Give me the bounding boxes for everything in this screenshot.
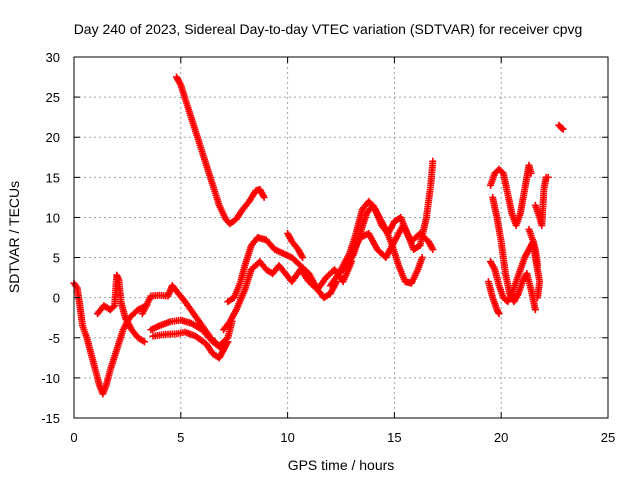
data-markers (70, 73, 567, 398)
x-tick-label: 20 (494, 430, 508, 445)
data-point (429, 246, 437, 254)
series-track-l (348, 221, 437, 262)
x-tick-label: 0 (70, 430, 77, 445)
data-point (418, 254, 426, 262)
series-track-g (224, 234, 341, 306)
series-track-i (284, 229, 307, 262)
data-point (140, 338, 148, 346)
y-tick-label: 30 (46, 50, 60, 65)
y-tick-label: 15 (46, 170, 60, 185)
x-tick-labels: 0 5 10 15 20 25 (70, 430, 615, 445)
x-axis-label: GPS time / hours (288, 457, 395, 473)
y-tick-label: 0 (53, 291, 60, 306)
y-tick-label: 5 (53, 251, 60, 266)
series-track-r (531, 173, 552, 229)
series-track-b (93, 271, 148, 346)
data-point (429, 157, 437, 165)
y-tick-label: -15 (41, 411, 60, 426)
data-point (544, 173, 552, 181)
x-tick-label: 15 (387, 430, 401, 445)
data-point (559, 125, 567, 133)
data-point (527, 169, 535, 177)
series-track-s (555, 121, 567, 133)
data-point (534, 294, 542, 302)
series-track-p (484, 278, 503, 318)
data-point (495, 310, 503, 318)
series-track-e (149, 328, 228, 362)
series-track-q (525, 225, 544, 302)
x-tick-label: 25 (601, 430, 615, 445)
y-tick-label: -10 (41, 371, 60, 386)
x-tick-label: 5 (177, 430, 184, 445)
data-point (558, 124, 566, 132)
y-tick-label: 25 (46, 90, 60, 105)
data-point (531, 306, 539, 314)
series-track-n (489, 193, 539, 314)
series-track-h (220, 258, 356, 334)
series-track-m (487, 161, 535, 229)
data-point (109, 303, 117, 311)
plot-frame (73, 56, 609, 419)
y-tick-labels: -15 -10 -5 0 5 10 15 20 25 30 (41, 50, 60, 426)
y-tick-label: 20 (46, 130, 60, 145)
y-tick-label: -5 (48, 331, 60, 346)
x-tick-label: 10 (280, 430, 294, 445)
data-point (299, 254, 307, 262)
y-tick-label: 10 (46, 210, 60, 225)
axis-ticks (73, 56, 609, 419)
data-point (224, 338, 232, 346)
data-point (260, 193, 268, 201)
data-point (220, 346, 228, 354)
chart-title: Day 240 of 2023, Sidereal Day-to-day VTE… (74, 21, 583, 37)
y-axis-label: SDTVAR / TECUs (6, 181, 22, 293)
series-track-f (173, 73, 268, 228)
